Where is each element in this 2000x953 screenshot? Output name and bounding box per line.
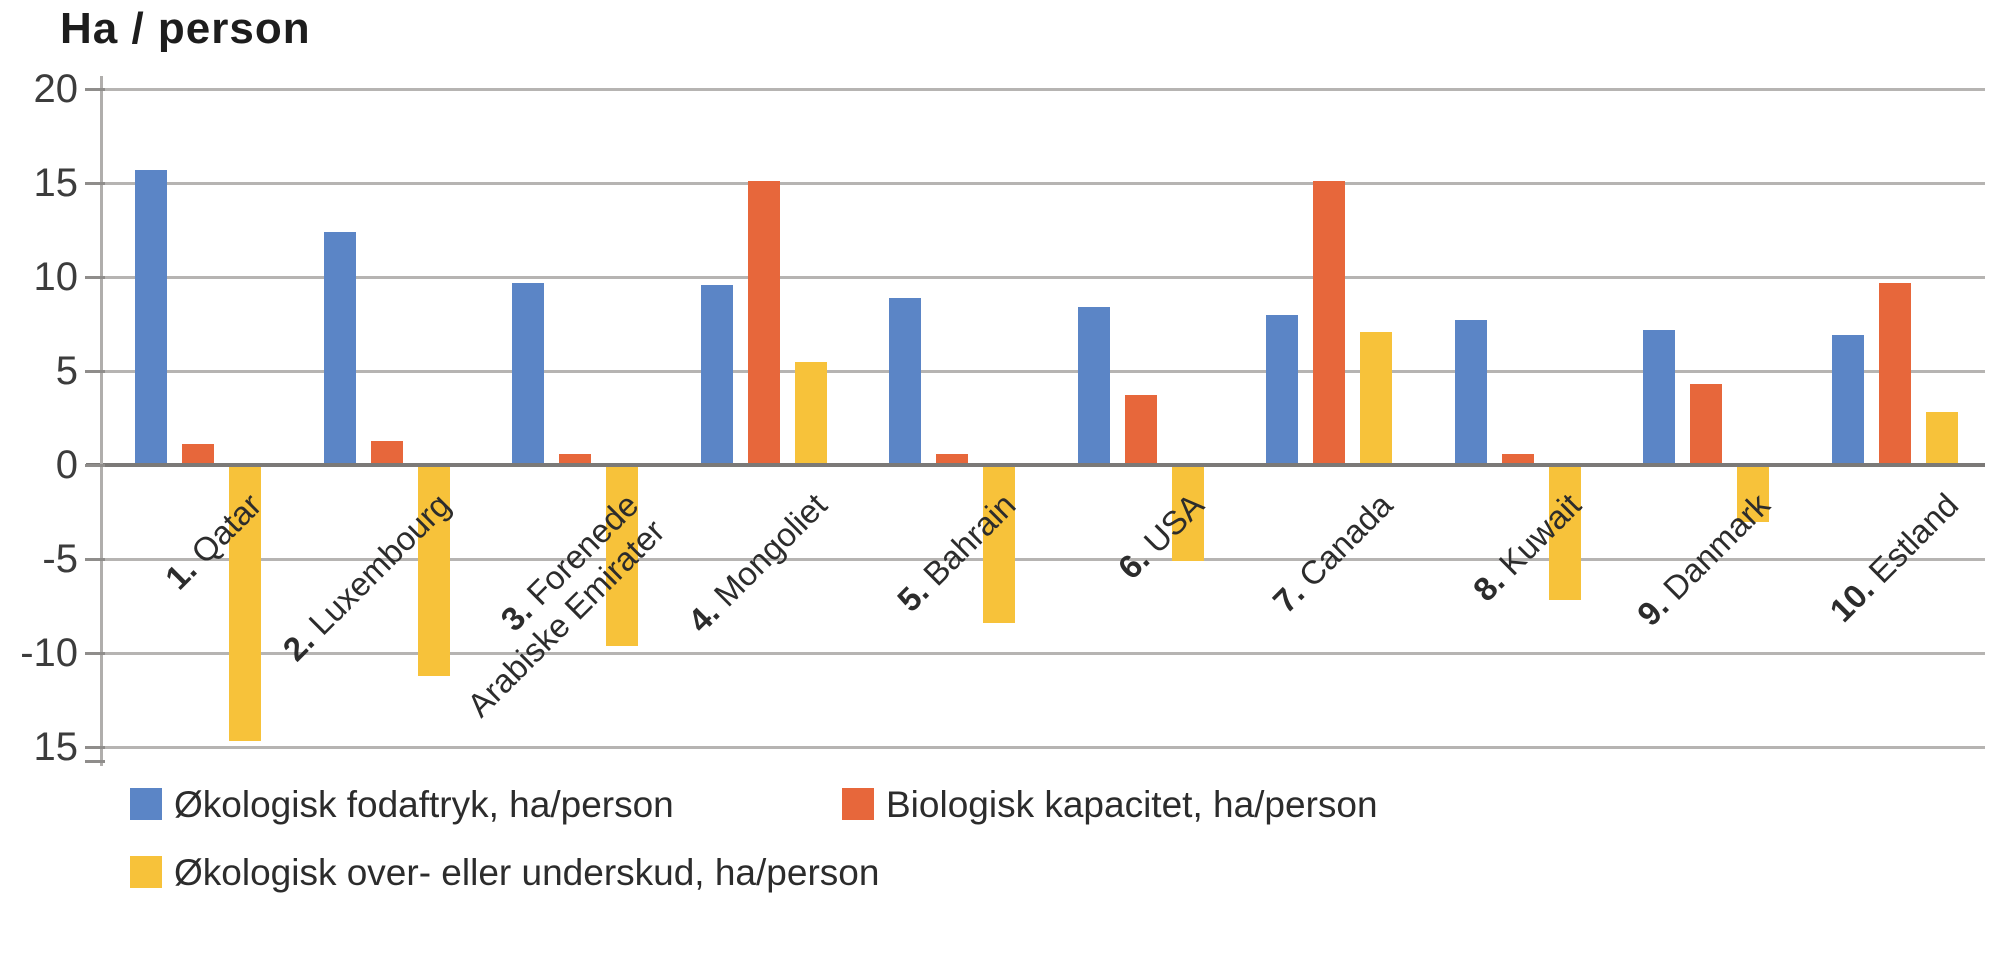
bar-capacity-9	[1690, 384, 1722, 465]
bar-capacity-1	[182, 444, 214, 465]
y-axis-tick--5	[85, 558, 105, 561]
y-axis-tick-0	[85, 464, 105, 467]
y-axis-tick-label--5: -5	[42, 537, 78, 581]
bar-balance-9	[1737, 467, 1769, 522]
y-axis-tick-label--10: -10	[20, 631, 78, 675]
legend-label-footprint: Økologisk fodaftryk, ha/person	[174, 784, 674, 825]
bar-balance-5	[983, 467, 1015, 623]
bar-capacity-6	[1125, 395, 1157, 465]
y-axis-tick-label-0: 0	[55, 443, 78, 487]
gridline--15	[100, 746, 1985, 749]
gridline-5	[100, 370, 1985, 373]
bar-capacity-4	[748, 181, 780, 465]
bar-footprint-2	[324, 232, 356, 465]
bar-footprint-3	[512, 283, 544, 465]
bar-capacity-7	[1313, 181, 1345, 465]
y-axis-tick-label-5: 5	[55, 349, 78, 393]
bar-capacity-2	[371, 441, 403, 465]
y-axis-tick-label--15: 15	[33, 725, 79, 769]
gridline--10	[100, 652, 1985, 655]
gridline-15	[100, 182, 1985, 185]
legend-swatch-capacity	[842, 788, 874, 820]
legend-label-capacity: Biologisk kapacitet, ha/person	[886, 784, 1378, 825]
bar-capacity-3	[559, 454, 591, 465]
bar-capacity-8	[1502, 454, 1534, 465]
bar-balance-7	[1360, 332, 1392, 465]
legend-swatch-balance	[130, 856, 162, 888]
gridline-10	[100, 276, 1985, 279]
bar-footprint-4	[701, 285, 733, 465]
legend-label-balance: Økologisk over- eller underskud, ha/pers…	[174, 852, 880, 893]
y-axis-tick-label-15: 15	[33, 161, 79, 205]
gridline--5	[100, 558, 1985, 561]
bar-footprint-9	[1643, 330, 1675, 465]
chart-title: Ha / person	[60, 4, 311, 53]
gridline-20	[100, 88, 1985, 91]
bar-balance-2	[418, 467, 450, 676]
bar-balance-3	[606, 467, 638, 646]
bar-balance-10	[1926, 412, 1958, 465]
bar-footprint-7	[1266, 315, 1298, 465]
bar-capacity-5	[936, 454, 968, 465]
y-axis-line	[100, 76, 103, 766]
y-axis-end-tick	[85, 760, 105, 763]
bar-footprint-8	[1455, 320, 1487, 465]
y-axis-tick-5	[85, 370, 105, 373]
y-axis-tick-10	[85, 276, 105, 279]
y-axis-tick-20	[85, 88, 105, 91]
bar-balance-8	[1549, 467, 1581, 600]
bar-footprint-5	[889, 298, 921, 465]
legend-swatch-footprint	[130, 788, 162, 820]
bar-capacity-10	[1879, 283, 1911, 465]
category-label-7: 7. Canada	[1265, 486, 1400, 620]
y-axis-tick-label-10: 10	[33, 255, 79, 299]
bar-footprint-6	[1078, 307, 1110, 465]
y-axis-tick-label-20: 20	[33, 67, 79, 111]
y-axis-tick-15	[85, 182, 105, 185]
bar-footprint-1	[135, 170, 167, 465]
bar-balance-6	[1172, 467, 1204, 561]
y-axis-tick--15	[85, 746, 105, 749]
category-label-4: 4. Mongoliet	[680, 486, 834, 640]
bar-balance-1	[229, 467, 261, 741]
bar-balance-4	[795, 362, 827, 465]
y-axis-tick--10	[85, 652, 105, 655]
bar-footprint-10	[1832, 335, 1864, 465]
x-axis-zero-line	[86, 463, 1985, 467]
